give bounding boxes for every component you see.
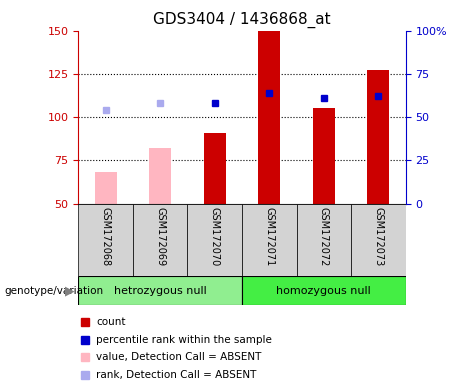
- Bar: [78, 204, 133, 276]
- Text: homozygous null: homozygous null: [277, 286, 371, 296]
- Bar: [258, 31, 280, 204]
- Text: GSM172068: GSM172068: [100, 207, 111, 266]
- Text: GSM172073: GSM172073: [373, 207, 384, 266]
- Text: genotype/variation: genotype/variation: [5, 286, 104, 296]
- Text: GSM172069: GSM172069: [155, 207, 165, 266]
- Bar: [313, 109, 335, 204]
- Text: GSM172072: GSM172072: [319, 207, 329, 266]
- Text: hetrozygous null: hetrozygous null: [114, 286, 207, 296]
- Text: value, Detection Call = ABSENT: value, Detection Call = ABSENT: [96, 353, 262, 362]
- Bar: [351, 204, 406, 276]
- Bar: [78, 276, 242, 305]
- Bar: [296, 204, 351, 276]
- Text: count: count: [96, 317, 126, 327]
- Bar: [204, 133, 226, 204]
- Text: percentile rank within the sample: percentile rank within the sample: [96, 335, 272, 345]
- Text: GSM172071: GSM172071: [264, 207, 274, 266]
- Text: GSM172070: GSM172070: [210, 207, 220, 266]
- Bar: [95, 172, 117, 204]
- Bar: [133, 204, 188, 276]
- Title: GDS3404 / 1436868_at: GDS3404 / 1436868_at: [153, 12, 331, 28]
- Bar: [367, 70, 389, 204]
- Bar: [188, 204, 242, 276]
- Text: rank, Detection Call = ABSENT: rank, Detection Call = ABSENT: [96, 370, 257, 380]
- Text: ▶: ▶: [65, 285, 74, 297]
- Bar: [242, 276, 406, 305]
- Bar: [149, 148, 171, 204]
- Bar: [242, 204, 296, 276]
